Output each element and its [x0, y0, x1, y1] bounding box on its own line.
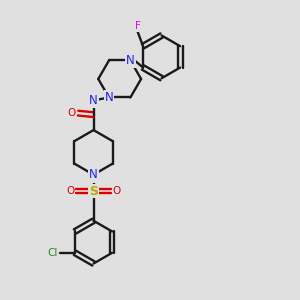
Text: O: O: [66, 186, 74, 196]
Text: O: O: [112, 186, 121, 196]
Text: N: N: [89, 169, 98, 182]
Text: O: O: [68, 108, 76, 118]
Text: F: F: [135, 21, 141, 31]
Text: N: N: [89, 94, 98, 107]
Text: N: N: [126, 54, 135, 67]
Text: S: S: [89, 184, 98, 197]
Text: N: N: [89, 168, 98, 181]
Text: N: N: [105, 91, 113, 104]
Text: Cl: Cl: [47, 248, 57, 258]
